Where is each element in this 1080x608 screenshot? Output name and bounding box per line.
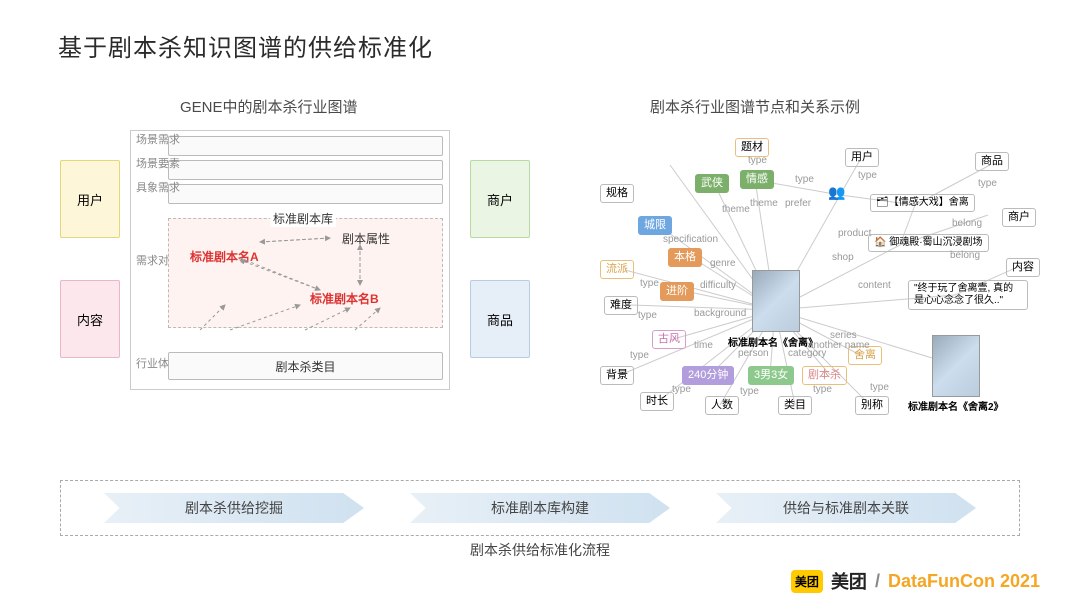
e-type10: type — [813, 384, 832, 395]
flow-caption: 剧本杀供给标准化流程 — [0, 540, 1080, 560]
e-type8: type — [672, 384, 691, 395]
e-type4: type — [978, 178, 997, 189]
tag-guige: 规格 — [600, 184, 634, 203]
right-subtitle: 剧本杀行业图谱节点和关系示例 — [650, 96, 860, 117]
tag-leimu: 类目 — [778, 396, 812, 415]
thumb1-cap: 标准剧本名《舍离》 — [728, 334, 818, 349]
e-type7: type — [630, 350, 649, 361]
usergroup-icon: 👥 — [828, 184, 845, 201]
e-content: content — [858, 280, 891, 291]
tag-neirong: 内容 — [1006, 258, 1040, 277]
tag-benge: 本格 — [668, 248, 702, 267]
e-belong1: belong — [952, 218, 982, 229]
tag-nandu: 难度 — [604, 296, 638, 315]
tag-ppl: 3男3女 — [748, 366, 794, 385]
tag-shanghu: 商户 — [1002, 208, 1036, 227]
e-belong2: belong — [950, 250, 980, 261]
flow-row: 剧本杀供给挖掘 标准剧本库构建 供给与标准剧本关联 — [60, 480, 1020, 536]
tag-jinjie: 进阶 — [660, 282, 694, 301]
page-title: 基于剧本杀知识图谱的供给标准化 — [58, 28, 433, 63]
e-genre: genre — [710, 258, 736, 269]
tag-yonghu: 用户 — [845, 148, 879, 167]
cat-bar: 剧本杀类目 — [168, 352, 443, 380]
thumb-2 — [932, 335, 980, 397]
tag-quote: "终于玩了舍离壹, 真的是心心念念了很久.." — [908, 280, 1028, 310]
e-shop: shop — [832, 252, 854, 263]
tag-240: 240分钟 — [682, 366, 734, 385]
e-type11: type — [870, 382, 889, 393]
e-type9: type — [740, 386, 759, 397]
e-time: time — [694, 340, 713, 351]
thumb-1 — [752, 270, 800, 332]
e-diff: difficulty — [700, 280, 736, 291]
tag-product: 🗂【情感大戏】舍离 — [870, 194, 975, 212]
e-type2: type — [795, 174, 814, 185]
tag-gufeng: 古风 — [652, 330, 686, 349]
tag-biechen: 别称 — [855, 396, 889, 415]
e-type5: type — [640, 278, 659, 289]
tag-jubensha: 剧本杀 — [802, 366, 847, 385]
e-anom: another name — [808, 340, 870, 351]
e-theme2: theme — [750, 198, 778, 209]
footer-brand: 美团 — [831, 568, 867, 594]
e-prefer: prefer — [785, 198, 811, 209]
e-type1: type — [748, 155, 767, 166]
tag-shichang: 时长 — [640, 392, 674, 411]
tag-qinggan: 情感 — [740, 170, 774, 189]
e-spec: specification — [663, 234, 718, 245]
footer-conf: DataFunCon 2021 — [888, 571, 1040, 592]
tag-beijing: 背景 — [600, 366, 634, 385]
footer: 美团 美团 / DataFunCon 2021 — [791, 568, 1040, 594]
tag-renshu: 人数 — [705, 396, 739, 415]
right-network: 题材 用户 商品 规格 武侠 情感 城限 流派 本格 难度 进阶 古风 背景 时… — [570, 130, 1050, 410]
tag-chengxian: 城限 — [638, 216, 672, 235]
flow-step-3: 供给与标准剧本关联 — [716, 493, 976, 523]
e-type6: type — [638, 310, 657, 321]
tag-liupai: 流派 — [600, 260, 634, 279]
e-type3: type — [858, 170, 877, 181]
flow-step-2: 标准剧本库构建 — [410, 493, 670, 523]
left-diagram: 用户 内容 商户 商品 场景需求 场景要素 具象需求 需求对象 行业体系 标准剧… — [60, 130, 530, 410]
e-theme: theme — [722, 204, 750, 215]
tag-wuxia: 武侠 — [695, 174, 729, 193]
footer-sep: / — [875, 571, 880, 592]
flow-step-1: 剧本杀供给挖掘 — [104, 493, 364, 523]
mt-logo: 美团 — [791, 570, 823, 593]
thumb2-cap: 标准剧本名《舍离2》 — [908, 398, 1004, 413]
e-prod: product — [838, 228, 871, 239]
tag-shangpin: 商品 — [975, 152, 1009, 171]
left-subtitle: GENE中的剧本杀行业图谱 — [180, 96, 358, 117]
e-bg: background — [694, 308, 746, 319]
e-person: person — [738, 348, 769, 359]
